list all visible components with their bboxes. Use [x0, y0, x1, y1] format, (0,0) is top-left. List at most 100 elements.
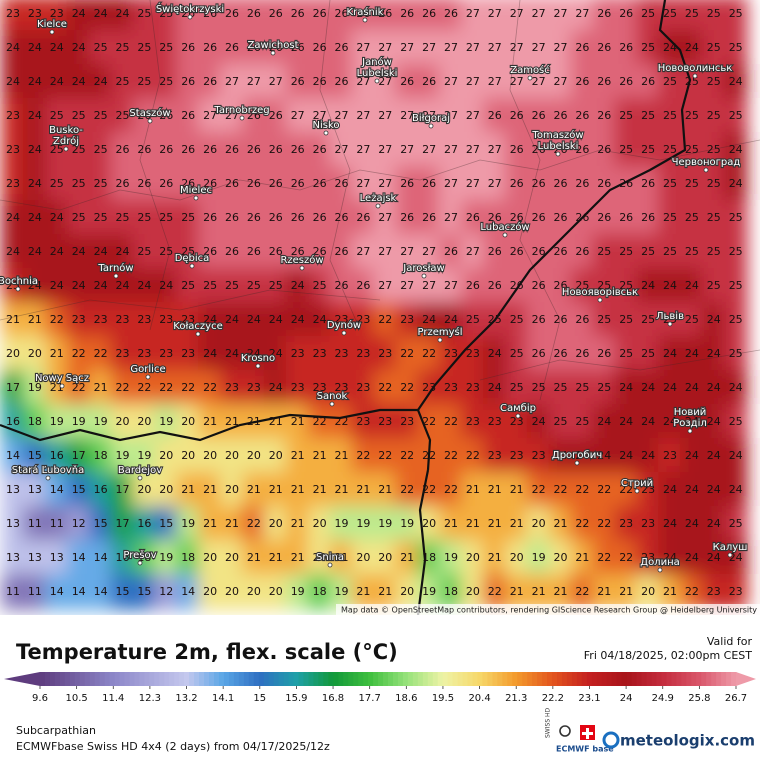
scale-swatch	[258, 672, 265, 686]
place-dot	[323, 130, 329, 136]
temperature-value: 22	[575, 585, 589, 598]
heat-cell	[439, 200, 463, 236]
temperature-value: 26	[554, 177, 568, 190]
temperature-value: 25	[729, 245, 743, 258]
heat-cell	[723, 200, 748, 236]
temperature-value: 24	[50, 279, 64, 292]
temperature-value: 26	[116, 143, 130, 156]
heat-cell	[198, 336, 223, 372]
heat-cell	[44, 336, 69, 372]
heat-cell	[701, 132, 726, 168]
temperature-value: 24	[6, 245, 20, 258]
temperature-value: 26	[203, 143, 217, 156]
temperature-value: 26	[313, 143, 327, 156]
temperature-value: 26	[203, 41, 217, 54]
temperature-value: 20	[313, 517, 327, 530]
place-name: Leżajsk	[360, 193, 397, 204]
scale-swatch	[353, 672, 359, 686]
heat-cell	[307, 472, 332, 508]
place-dot	[362, 17, 368, 23]
heat-cell	[460, 438, 485, 474]
temperature-value: 27	[400, 41, 414, 54]
scale-swatch	[154, 672, 160, 686]
heat-cell	[66, 506, 91, 542]
temperature-value: 26	[291, 245, 305, 258]
temperature-value: 24	[685, 279, 699, 292]
heat-cell	[263, 574, 288, 610]
heat-cell	[614, 472, 639, 508]
heat-cell	[701, 30, 726, 66]
temperature-value: 26	[313, 211, 327, 224]
heat-cell	[548, 200, 573, 236]
heat-cell	[373, 200, 398, 236]
temperature-value: 25	[597, 245, 611, 258]
temperature-value: 26	[335, 41, 349, 54]
heat-cell	[132, 302, 157, 338]
heat-cell	[723, 268, 748, 304]
heat-cell	[44, 540, 69, 576]
temperature-value: 21	[291, 449, 305, 462]
scale-swatch	[263, 672, 270, 686]
temperature-value: 26	[444, 7, 458, 20]
heat-cell	[220, 234, 244, 270]
scale-swatch	[392, 672, 399, 686]
temperature-value: 20	[181, 449, 195, 462]
heat-cell	[351, 64, 376, 100]
heat-cell	[154, 166, 179, 202]
scale-swatch	[472, 672, 479, 686]
temperature-value: 19	[532, 551, 546, 564]
temperature-value: 21	[225, 415, 239, 428]
temperature-value: 26	[597, 177, 611, 190]
temperature-value: 11	[28, 517, 42, 530]
temperature-value: 26	[291, 143, 305, 156]
logo-ecmwf: ECMWF base	[556, 745, 614, 754]
place-dot	[137, 560, 143, 566]
temperature-value: 25	[50, 143, 64, 156]
temperature-value: 20	[422, 517, 436, 530]
place-dot	[703, 167, 709, 173]
heat-cell	[395, 268, 420, 304]
temperature-value: 26	[532, 347, 546, 360]
temperature-value: 25	[729, 313, 743, 326]
temperature-value: 26	[203, 211, 217, 224]
heat-cell	[132, 540, 157, 576]
heat-cell	[154, 0, 179, 32]
heat-cell	[198, 166, 223, 202]
temperature-value: 24	[663, 41, 677, 54]
heat-cell	[329, 574, 354, 610]
temperature-value: 27	[422, 41, 436, 54]
heat-cell	[44, 404, 69, 440]
heat-cell	[329, 302, 354, 338]
temperature-value: 25	[159, 7, 173, 20]
heat-cell	[548, 404, 573, 440]
temperature-value: 25	[137, 7, 151, 20]
temperature-value: 25	[575, 279, 589, 292]
heat-cell	[373, 98, 398, 134]
scale-swatch	[547, 672, 553, 686]
scale-swatch	[601, 672, 608, 686]
temperature-value: 20	[532, 517, 546, 530]
heat-cell	[220, 370, 244, 406]
temperature-value: 19	[116, 449, 130, 462]
heat-cell	[285, 200, 310, 236]
temperature-value: 25	[641, 7, 655, 20]
heat-cell	[88, 0, 113, 32]
temperature-value: 20	[203, 585, 217, 598]
heat-cell	[241, 472, 266, 508]
temperature-value: 22	[400, 483, 414, 496]
temperature-value: 23	[291, 347, 305, 360]
temperature-value: 25	[685, 143, 699, 156]
heat-cell	[482, 438, 507, 474]
heat-cell	[88, 404, 113, 440]
scale-swatch	[706, 672, 712, 686]
place-name: Rzeszów	[280, 254, 323, 266]
scale-label: 25.8	[688, 693, 710, 704]
heat-cell	[723, 166, 748, 202]
heat-cell	[66, 268, 91, 304]
place-dot	[437, 337, 443, 343]
heat-cell	[220, 506, 244, 542]
temperature-value: 26	[291, 41, 305, 54]
heat-cell	[439, 336, 463, 372]
heat-cell	[176, 404, 201, 440]
temperature-value: 12	[159, 585, 173, 598]
